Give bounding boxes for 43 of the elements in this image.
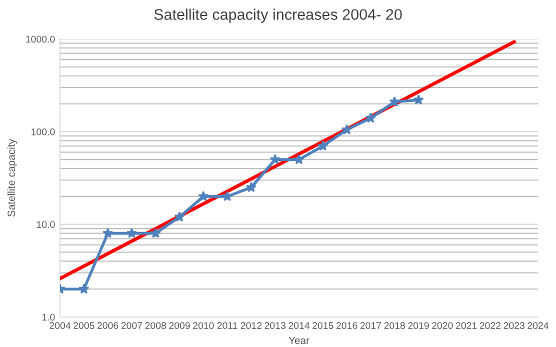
x-tick-label: 2018 xyxy=(384,322,405,329)
x-tick-label: 2024 xyxy=(528,322,549,329)
x-tick-label: 2015 xyxy=(312,322,334,329)
point xyxy=(270,154,280,164)
x-tick-label: 2006 xyxy=(97,322,118,329)
y-tick-label: 1000.0 xyxy=(26,36,55,43)
x-tick-label: 2023 xyxy=(504,322,524,329)
x-tick-label: 2020 xyxy=(432,322,453,329)
x-tick-label: 2017 xyxy=(360,322,382,329)
x-axis-title: Year xyxy=(288,336,310,344)
x-tick-label: 2009 xyxy=(169,322,190,329)
chart-title: Satellite capacity increases 2004- 20 xyxy=(154,8,402,23)
x-tick-label: 2013 xyxy=(264,322,286,329)
point xyxy=(222,190,233,202)
point xyxy=(294,154,304,164)
point xyxy=(78,284,90,294)
x-tick-label: 2008 xyxy=(145,322,166,329)
x-tick-label: 2010 xyxy=(193,322,214,329)
point xyxy=(150,228,161,238)
y-tick-label: 1.0 xyxy=(42,314,55,321)
x-tick-label: 2014 xyxy=(288,322,310,329)
point xyxy=(174,211,185,222)
point xyxy=(246,182,257,192)
x-tick-label: 2019 xyxy=(408,322,429,329)
x-tick-label: 2016 xyxy=(336,322,358,329)
y-tick-label: 100.0 xyxy=(32,128,55,136)
point xyxy=(413,94,424,105)
point xyxy=(102,228,114,238)
x-tick-label: 2011 xyxy=(217,322,238,329)
point xyxy=(365,112,376,123)
x-tick-label: 2004 xyxy=(50,322,71,329)
point xyxy=(198,190,209,202)
point xyxy=(318,140,328,151)
x-tick-label: 2005 xyxy=(74,322,94,329)
y-axis-title: Satellite capacity xyxy=(7,138,18,217)
point xyxy=(341,124,352,134)
point xyxy=(126,228,138,238)
x-tick-label: 2007 xyxy=(121,322,142,329)
x-tick-label: 2022 xyxy=(480,322,501,329)
y-tick-label: 10.0 xyxy=(36,221,55,228)
x-tick-label: 2012 xyxy=(240,322,262,329)
x-tick-label: 2021 xyxy=(456,322,477,329)
point xyxy=(389,96,400,106)
